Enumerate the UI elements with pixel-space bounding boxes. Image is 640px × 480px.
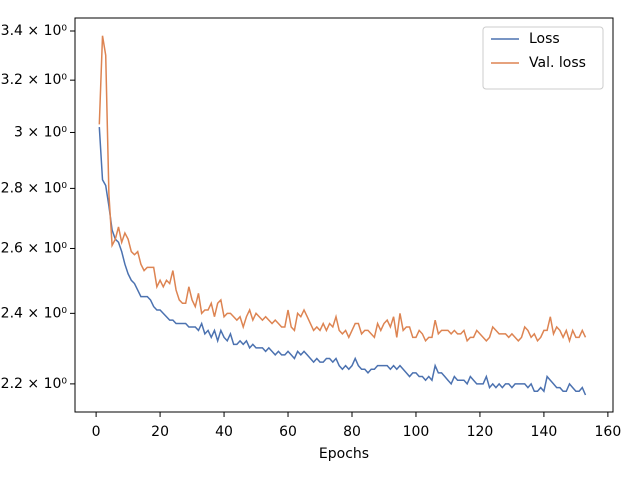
x-axis-label: Epochs [319,446,369,462]
y-tick-label: 2.2 × 10⁰ [1,376,68,392]
y-tick-label: 3.2 × 10⁰ [1,72,68,88]
x-tick-label: 100 [403,424,430,440]
x-tick-label: 160 [595,424,622,440]
x-tick-label: 20 [151,424,169,440]
axes-frame [74,17,614,413]
legend-label: Loss [529,31,560,47]
x-tick-label: 140 [531,424,558,440]
x-tick-label: 120 [467,424,494,440]
x-tick-label: 40 [215,424,233,440]
series-line [98,127,587,396]
y-tick-label: 3.4 × 10⁰ [1,23,68,39]
y-tick-label: 2.6 × 10⁰ [1,240,68,256]
legend-box [482,26,604,90]
series-line [98,35,587,344]
y-tick-label: 2.8 × 10⁰ [1,180,68,196]
legend-label: Val. loss [529,55,586,71]
x-tick-label: 80 [343,424,361,440]
y-tick-label: 2.4 × 10⁰ [1,305,68,321]
y-tick-label: 3 × 10⁰ [14,124,67,140]
x-tick-label: 0 [92,424,101,440]
x-tick-label: 60 [279,424,297,440]
